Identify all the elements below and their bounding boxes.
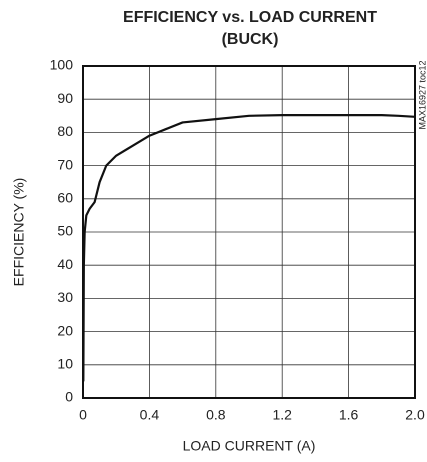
y-tick-label: 70 xyxy=(57,156,73,172)
x-tick-label: 1.2 xyxy=(272,407,292,423)
y-axis-label: EFFICIENCY (%) xyxy=(11,178,27,287)
y-tick-label: 0 xyxy=(65,389,73,405)
y-tick-label: 90 xyxy=(57,90,73,106)
x-tick-label: 2.0 xyxy=(405,407,425,423)
y-tick-label: 50 xyxy=(57,223,73,239)
y-tick-label: 100 xyxy=(50,57,74,73)
chart-subtitle: (BUCK) xyxy=(222,31,279,48)
x-axis-label: LOAD CURRENT (A) xyxy=(183,438,316,454)
x-tick-label: 0 xyxy=(79,407,87,423)
annotation: MAX16927 toc12 xyxy=(417,60,427,129)
y-tick-label: 20 xyxy=(57,322,73,338)
plot-frame xyxy=(82,65,416,399)
series-line xyxy=(82,114,416,382)
y-tick-label: 10 xyxy=(57,356,73,372)
x-tick-label: 0.4 xyxy=(140,407,160,423)
chart-title: EFFICIENCY vs. LOAD CURRENT xyxy=(123,9,377,26)
x-tick-label: 0.8 xyxy=(206,407,226,423)
y-tick-label: 80 xyxy=(57,123,73,139)
y-tick-label: 60 xyxy=(57,190,73,206)
y-tick-label: 40 xyxy=(57,256,73,272)
y-tick-label: 30 xyxy=(57,289,73,305)
x-tick-label: 1.6 xyxy=(339,407,359,423)
